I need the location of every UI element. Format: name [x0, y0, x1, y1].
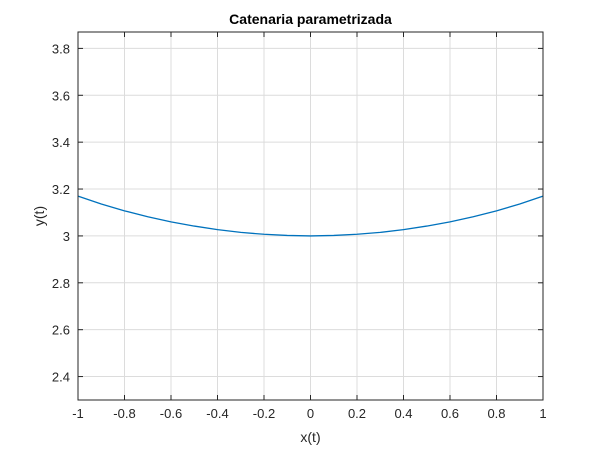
y-axis-label: y(t)	[31, 206, 47, 226]
x-tick-label: 0.8	[487, 406, 505, 421]
x-tick-label: -0.2	[253, 406, 275, 421]
y-tick-label: 3.6	[52, 88, 70, 103]
x-tick-label: 0.2	[348, 406, 366, 421]
gridlines	[78, 32, 543, 400]
x-tick-label: 0.6	[441, 406, 459, 421]
x-tick-label: -1	[72, 406, 84, 421]
y-tick-label: 3.2	[52, 182, 70, 197]
series-layer	[77, 195, 544, 237]
y-tick-label: 2.4	[52, 370, 70, 385]
x-tick-label: 1	[539, 406, 546, 421]
x-tick-label: 0.4	[394, 406, 412, 421]
x-axis-label: x(t)	[300, 429, 320, 445]
x-tick-label: -0.8	[113, 406, 135, 421]
chart-title: Catenaria parametrizada	[229, 11, 392, 27]
x-tick-label: 0	[307, 406, 314, 421]
series-line	[77, 195, 544, 237]
y-tick-label: 3.4	[52, 135, 70, 150]
ticks-layer: -1 -0.8 -0.6 -0.4 -0.2 0 0.2 0.4 0.6 0.8 1 2.4 2.6 2.…	[52, 31, 547, 421]
x-tick-label: -0.4	[206, 406, 228, 421]
y-tick-label: 3	[63, 229, 70, 244]
x-tick-label: -0.6	[160, 406, 182, 421]
y-tick-label: 3.8	[52, 41, 70, 56]
y-tick-label: 2.8	[52, 276, 70, 291]
y-tick-label: 2.6	[52, 323, 70, 338]
